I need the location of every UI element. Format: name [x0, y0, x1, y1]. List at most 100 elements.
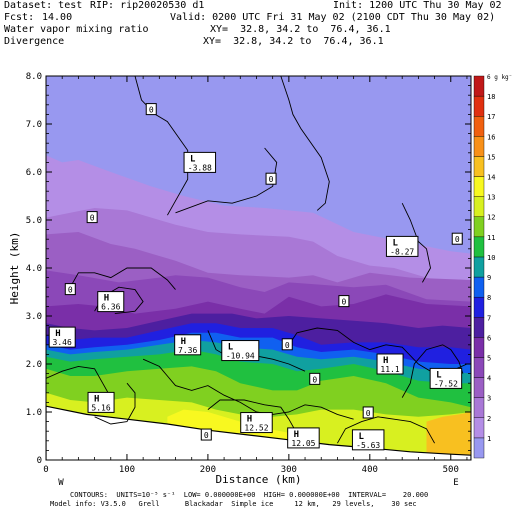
colorbar-swatch: [473, 95, 485, 117]
low-marker-letter: L: [358, 432, 364, 442]
divergence-contour: [94, 382, 136, 425]
moisture-band-14-15: [426, 412, 471, 460]
colorbar-swatch: [473, 136, 485, 157]
x-tick-label: 100: [119, 465, 135, 475]
valid-label: Valid: 0200 UTC Fri 31 May 02 (2100 CDT …: [170, 12, 496, 23]
colorbar-swatch: [473, 276, 485, 298]
colorbar-level-label: 18: [487, 93, 495, 101]
low-marker-value: -8.27: [390, 247, 414, 256]
y-tick-label: 6.0: [26, 168, 42, 178]
model-info: Model info: V3.5.0 Grell Blackadar Simpl…: [50, 500, 417, 508]
colorbar-level-label: 6: [487, 334, 491, 342]
low-marker-letter: L: [228, 343, 234, 353]
init-label: Init: 1200 UTC Thu 30 May 02: [333, 0, 502, 11]
contour-zero-label-box: [338, 295, 350, 308]
high-marker-letter: H: [247, 415, 252, 425]
divergence-contour: [280, 76, 330, 211]
low-marker-letter: L: [190, 154, 196, 164]
high-marker-value: 7.36: [178, 346, 197, 355]
low-marker-box: [385, 235, 419, 257]
colorbar-level-label: 9: [487, 274, 491, 282]
y-tick-label: 5.0: [26, 216, 42, 226]
rip-label: RIP: rip20020530 d1: [90, 0, 205, 11]
contours-info: CONTOURS: UNITS=10⁻⁵ s⁻¹ LOW= 0.000000E+…: [70, 491, 429, 499]
divergence-contour: [69, 267, 176, 290]
field1-name: Water vapor mixing ratio: [4, 24, 149, 35]
colorbar-swatch: [473, 256, 485, 278]
high-marker-box: [97, 291, 125, 313]
contour-zero-label-box: [265, 172, 277, 185]
contour-zero-label: 0: [68, 286, 73, 295]
high-marker-box: [174, 334, 202, 356]
low-marker-value: -7.52: [434, 379, 458, 388]
contour-zero-label-box: [86, 211, 98, 224]
low-marker-box: [183, 151, 217, 173]
divergence-contour: [142, 358, 354, 420]
x-tick-label: 0: [43, 465, 48, 475]
y-tick-label: 0: [37, 456, 42, 466]
contour-zero-label-box: [145, 103, 157, 116]
high-marker-letter: H: [104, 294, 109, 304]
low-marker-box: [351, 429, 385, 451]
colorbar-level-label: 7: [487, 314, 491, 322]
high-marker-box: [287, 427, 320, 449]
contour-zero-label: 0: [285, 341, 290, 350]
contour-zero-label: 0: [312, 375, 317, 384]
colorbar-swatch: [473, 337, 485, 358]
colorbar-level-label: 8: [487, 294, 491, 302]
x-tick-label: 300: [281, 465, 297, 475]
high-marker-value: 11.1: [380, 365, 399, 374]
field2-name: Divergence: [4, 36, 65, 47]
colorbar-swatch: [473, 216, 485, 238]
y-axis-label: Height (km): [8, 232, 21, 305]
high-marker-letter: H: [94, 394, 99, 404]
divergence-contour: [207, 399, 298, 434]
x-axis-label: Distance (km): [215, 473, 301, 486]
y-tick-label: 4.0: [26, 264, 42, 274]
colorbar-swatch: [473, 176, 485, 197]
high-marker-value: 3.46: [53, 338, 72, 347]
colorbar-swatch: [473, 377, 485, 398]
terrain: [46, 405, 471, 460]
divergence-contour: [175, 147, 278, 214]
colorbar-swatch: [473, 357, 485, 378]
contour-zero-label: 0: [149, 106, 154, 115]
x-tick-label: 400: [362, 465, 378, 475]
y-tick-label: 7.0: [26, 120, 42, 130]
colorbar-level-label: 15: [487, 153, 495, 161]
contour-zero-label-box: [200, 428, 212, 441]
fcst-label: Fcst:: [4, 12, 35, 23]
dataset-label: Dataset: test: [4, 0, 83, 11]
contour-zero-label-box: [281, 338, 293, 351]
colorbar-level-label: 4: [487, 375, 491, 383]
colorbar-level-label: 1: [487, 435, 491, 443]
divergence-contour: [401, 344, 464, 398]
high-marker-value: 5.16: [91, 403, 110, 412]
colorbar-level-label: 16: [487, 133, 495, 141]
contour-zero-label: 0: [366, 409, 371, 418]
colorbar-swatch: [473, 116, 485, 137]
high-marker-letter: H: [383, 356, 388, 366]
low-marker-box: [221, 340, 260, 362]
field2-xy: XY= 32.8, 34.2 to 76.4, 36.1: [203, 36, 384, 47]
west-endpoint-label: W: [58, 478, 64, 488]
field1-xy: XY= 32.8, 34.2 to 76.4, 36.1: [210, 24, 391, 35]
east-endpoint-label: E: [453, 478, 458, 488]
contour-zero-label: 0: [90, 214, 95, 223]
contour-zero-label: 0: [204, 431, 209, 440]
low-marker-value: -5.63: [356, 441, 380, 450]
colorbar-swatch: [473, 236, 485, 258]
x-tick-label: 500: [443, 465, 459, 475]
colorbar-level-label: 12: [487, 214, 495, 222]
colorbar-level-label: 11: [487, 234, 495, 242]
high-marker-value: 12.05: [291, 439, 315, 448]
colorbar-swatch: [473, 397, 485, 418]
high-marker-letter: H: [181, 337, 186, 347]
fcst-value: 14.00: [42, 12, 73, 23]
high-marker-box: [240, 412, 273, 434]
colorbar-level-label: 5: [487, 354, 491, 362]
colorbar-swatch: [473, 317, 485, 338]
divergence-contour: [337, 416, 435, 444]
contour-zero-label-box: [451, 232, 463, 245]
